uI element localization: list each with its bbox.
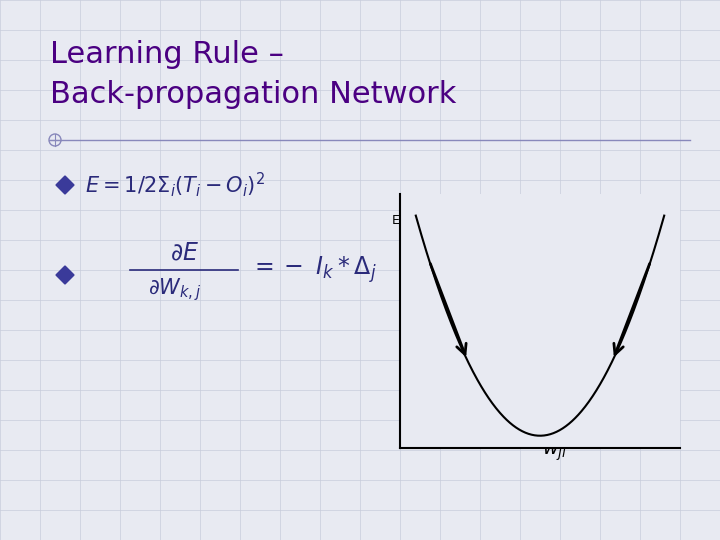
Polygon shape xyxy=(56,176,74,194)
Text: Learning Rule –: Learning Rule – xyxy=(50,40,284,69)
Text: $\partial W_{k,j}$: $\partial W_{k,j}$ xyxy=(148,276,202,303)
Text: $\partial E$: $\partial E$ xyxy=(171,241,199,265)
Text: Back-propagation Network: Back-propagation Network xyxy=(50,80,456,109)
Text: $E = 1/2\Sigma_i(T_i - O_i)^2$: $E = 1/2\Sigma_i(T_i - O_i)^2$ xyxy=(85,171,265,199)
Text: $w_{ji}$: $w_{ji}$ xyxy=(542,441,568,463)
Polygon shape xyxy=(56,266,74,284)
Text: Error: Error xyxy=(392,213,423,226)
Text: $= -\ I_k * \Delta_j$: $= -\ I_k * \Delta_j$ xyxy=(250,255,377,285)
